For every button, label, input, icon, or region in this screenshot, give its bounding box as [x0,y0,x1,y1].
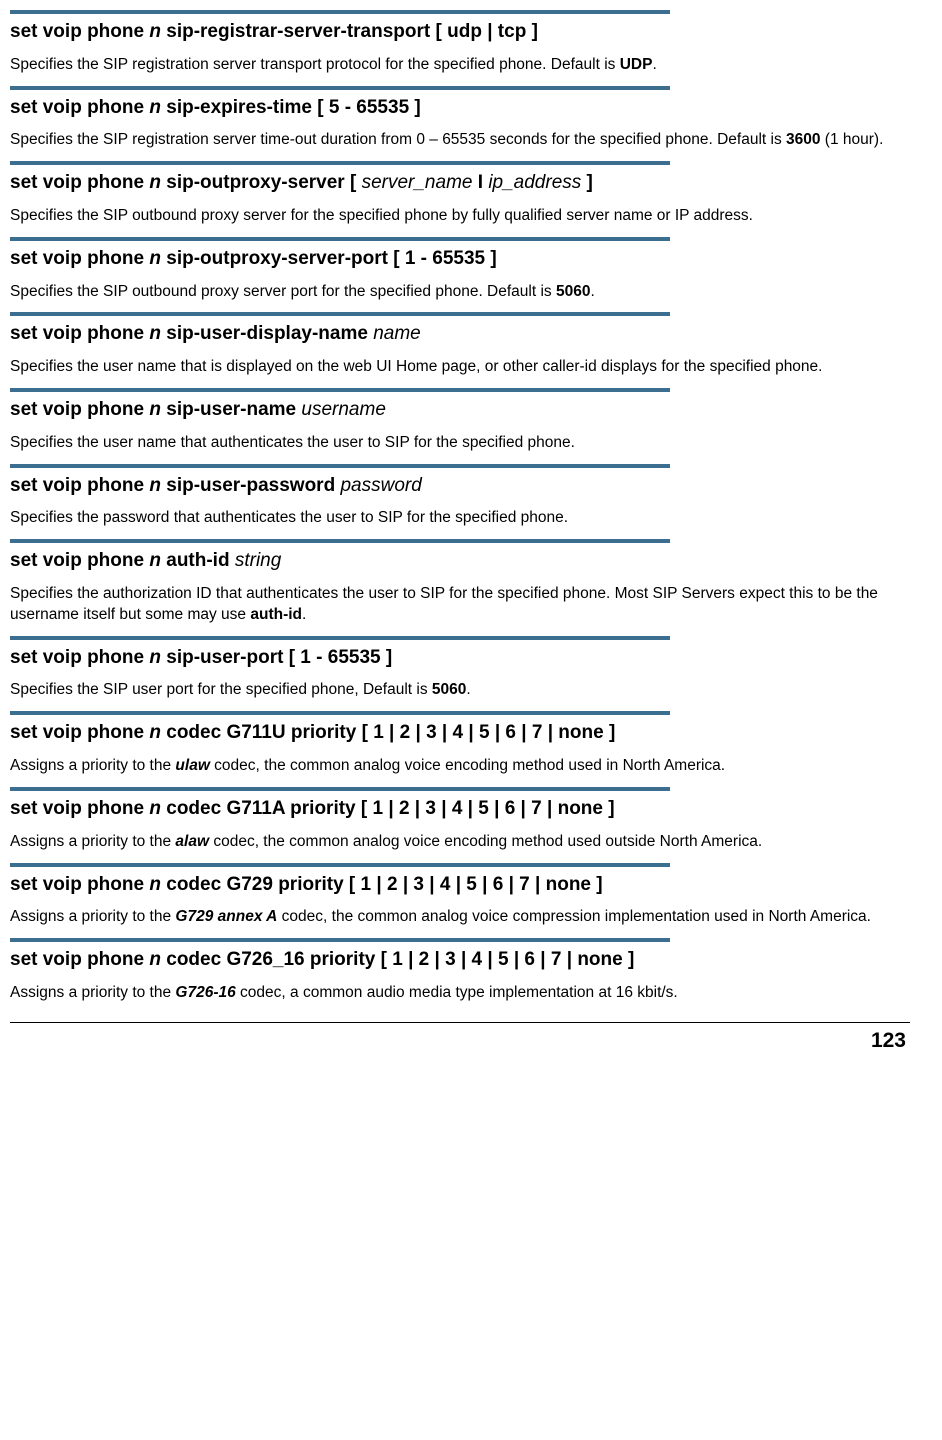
command-description: Specifies the SIP registration server tr… [10,55,910,76]
command-section: set voip phone n codec G729 priority [ 1… [10,863,910,929]
command-description: Specifies the SIP outbound proxy server … [10,206,910,227]
section-divider [10,464,670,468]
command-description: Specifies the SIP outbound proxy server … [10,282,910,303]
command-heading: set voip phone n sip-user-display-name n… [10,322,910,347]
command-section: set voip phone n auth-id string Specifies… [10,539,910,626]
command-description: Specifies the user name that is displaye… [10,357,910,378]
section-divider [10,863,670,867]
section-divider [10,10,670,14]
command-description: Assigns a priority to the ulaw codec, th… [10,756,910,777]
command-description: Specifies the user name that authenticat… [10,433,910,454]
command-description: Specifies the SIP registration server ti… [10,130,910,151]
command-heading: set voip phone n sip-user-port [ 1 - 655… [10,646,910,671]
section-divider [10,938,670,942]
section-divider [10,237,670,241]
command-description: Assigns a priority to the G726-16 codec,… [10,983,910,1004]
command-description: Specifies the password that authenticate… [10,508,910,529]
command-heading: set voip phone n codec G711A priority [ … [10,797,910,822]
command-section: set voip phone n sip-outproxy-server-por… [10,237,910,303]
command-heading: set voip phone n sip-registrar-server-tr… [10,20,910,45]
command-section: set voip phone n sip-user-password passw… [10,464,910,530]
command-description: Specifies the SIP user port for the spec… [10,680,910,701]
section-divider [10,539,670,543]
command-section: set voip phone n sip-user-name username S… [10,388,910,454]
command-heading: set voip phone n codec G711U priority [ … [10,721,910,746]
command-section: set voip phone n sip-outproxy-server [ s… [10,161,910,227]
document-body: set voip phone n sip-registrar-server-tr… [10,10,910,1004]
section-divider [10,711,670,715]
command-description: Assigns a priority to the alaw codec, th… [10,832,910,853]
section-divider [10,636,670,640]
command-heading: set voip phone n sip-user-name username [10,398,910,423]
command-heading: set voip phone n sip-user-password passw… [10,474,910,499]
command-heading: set voip phone n sip-outproxy-server-por… [10,247,910,272]
command-heading: set voip phone n codec G726_16 priority … [10,948,910,973]
command-section: set voip phone n codec G726_16 priority … [10,938,910,1004]
section-divider [10,312,670,316]
command-section: set voip phone n sip-registrar-server-tr… [10,10,910,76]
section-divider [10,161,670,165]
command-description: Specifies the authorization ID that auth… [10,584,910,626]
command-section: set voip phone n codec G711U priority [ … [10,711,910,777]
command-heading: set voip phone n auth-id string [10,549,910,574]
command-section: set voip phone n sip-expires-time [ 5 - … [10,86,910,152]
command-heading: set voip phone n sip-expires-time [ 5 - … [10,96,910,121]
section-divider [10,86,670,90]
command-heading: set voip phone n sip-outproxy-server [ s… [10,171,910,196]
section-divider [10,787,670,791]
command-heading: set voip phone n codec G729 priority [ 1… [10,873,910,898]
command-section: set voip phone n codec G711A priority [ … [10,787,910,853]
command-description: Assigns a priority to the G729 annex A c… [10,907,910,928]
command-section: set voip phone n sip-user-display-name n… [10,312,910,378]
section-divider [10,388,670,392]
command-section: set voip phone n sip-user-port [ 1 - 655… [10,636,910,702]
page-number: 123 [10,1029,910,1053]
footer-divider [10,1022,910,1023]
